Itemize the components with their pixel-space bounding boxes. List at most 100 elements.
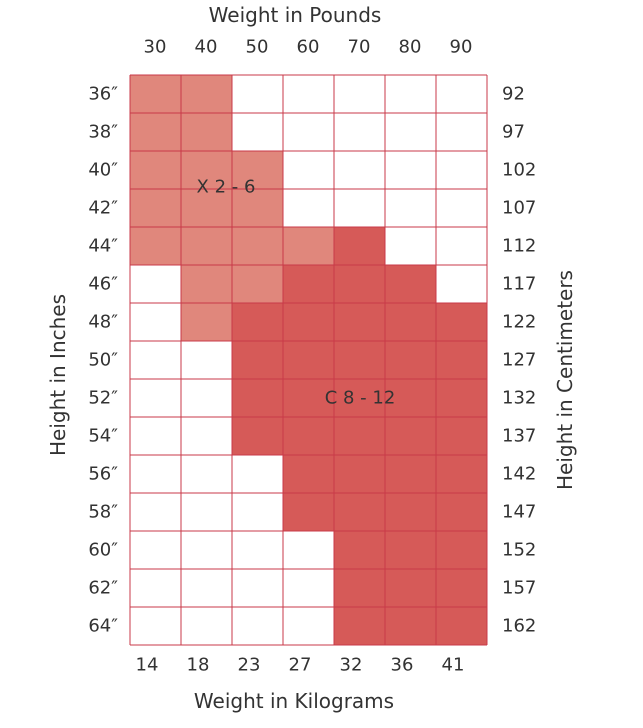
cell-c-size xyxy=(436,341,487,379)
pounds-tick-label: 50 xyxy=(246,37,269,58)
cell-c-size xyxy=(334,569,385,607)
cell-x-size xyxy=(232,265,283,303)
right-axis-title: Height in Centimeters xyxy=(553,270,577,490)
cell-c-size xyxy=(283,303,334,341)
cell-x-size xyxy=(232,151,283,189)
pounds-tick-label: 40 xyxy=(195,37,218,58)
cell-c-size xyxy=(232,379,283,417)
cell-c-size xyxy=(436,531,487,569)
inch-tick-label: 64″ xyxy=(88,616,118,637)
series-label-c: C 8 - 12 xyxy=(325,388,396,409)
cell-c-size xyxy=(334,303,385,341)
centimeter-tick-label: 132 xyxy=(502,388,536,409)
cell-c-size xyxy=(385,379,436,417)
cell-c-size xyxy=(334,417,385,455)
series-label-x: X 2 - 6 xyxy=(197,177,256,198)
inch-tick-label: 52″ xyxy=(88,388,118,409)
inch-tick-label: 46″ xyxy=(88,274,118,295)
cell-c-size xyxy=(385,607,436,645)
inch-tick-label: 60″ xyxy=(88,540,118,561)
cell-x-size xyxy=(130,151,181,189)
inch-tick-label: 50″ xyxy=(88,350,118,371)
inch-tick-label: 44″ xyxy=(88,236,118,257)
cell-c-size xyxy=(385,531,436,569)
cell-c-size xyxy=(385,493,436,531)
cell-c-size xyxy=(283,265,334,303)
centimeter-tick-label: 137 xyxy=(502,426,536,447)
cell-x-size xyxy=(130,189,181,227)
kilogram-tick-label: 32 xyxy=(340,655,363,676)
pounds-tick-label: 70 xyxy=(348,37,371,58)
kilogram-tick-label: 14 xyxy=(136,655,159,676)
centimeter-tick-label: 127 xyxy=(502,350,536,371)
pounds-tick-label: 60 xyxy=(297,37,320,58)
cell-x-size xyxy=(181,151,232,189)
cell-c-size xyxy=(334,493,385,531)
inch-tick-label: 56″ xyxy=(88,464,118,485)
inch-tick-label: 38″ xyxy=(88,122,118,143)
top-axis-title: Weight in Pounds xyxy=(209,3,382,27)
inch-tick-label: 54″ xyxy=(88,426,118,447)
centimeter-tick-label: 122 xyxy=(502,312,536,333)
cell-c-size xyxy=(334,227,385,265)
centimeter-tick-label: 97 xyxy=(502,122,525,143)
inch-tick-label: 42″ xyxy=(88,198,118,219)
cell-c-size xyxy=(385,455,436,493)
cell-c-size xyxy=(385,341,436,379)
left-axis-title: Height in Inches xyxy=(46,294,70,456)
cell-c-size xyxy=(232,341,283,379)
cell-c-size xyxy=(334,455,385,493)
centimeter-tick-label: 107 xyxy=(502,198,536,219)
cell-x-size xyxy=(181,227,232,265)
cell-x-size xyxy=(130,75,181,113)
cell-x-size xyxy=(130,113,181,151)
axis-labels: X 2 - 6 C 8 - 12 Weight in Pounds Weight in… xyxy=(46,3,577,713)
cell-x-size xyxy=(232,189,283,227)
bottom-axis-title: Weight in Kilograms xyxy=(194,689,394,713)
centimeter-tick-label: 152 xyxy=(502,540,536,561)
cell-c-size xyxy=(436,455,487,493)
inch-tick-label: 40″ xyxy=(88,160,118,181)
cell-c-size xyxy=(436,379,487,417)
cell-c-size xyxy=(385,265,436,303)
cell-c-size xyxy=(436,417,487,455)
cell-x-size xyxy=(232,227,283,265)
cell-c-size xyxy=(436,303,487,341)
cell-c-size xyxy=(334,607,385,645)
cell-c-size xyxy=(232,303,283,341)
cell-x-size xyxy=(181,265,232,303)
kilogram-tick-label: 18 xyxy=(187,655,210,676)
kilogram-tick-label: 23 xyxy=(238,655,261,676)
cell-c-size xyxy=(283,493,334,531)
cell-c-size xyxy=(436,493,487,531)
cell-c-size xyxy=(283,455,334,493)
cell-c-size xyxy=(283,379,334,417)
cell-c-size xyxy=(283,341,334,379)
cell-x-size xyxy=(181,75,232,113)
cell-c-size xyxy=(334,379,385,417)
centimeter-tick-label: 157 xyxy=(502,578,536,599)
centimeter-tick-label: 112 xyxy=(502,236,536,257)
inch-tick-label: 36″ xyxy=(88,84,118,105)
cell-c-size xyxy=(334,531,385,569)
cell-x-size xyxy=(181,189,232,227)
cell-c-size xyxy=(385,303,436,341)
cell-c-size xyxy=(232,417,283,455)
cell-c-size xyxy=(334,265,385,303)
centimeter-tick-label: 142 xyxy=(502,464,536,485)
centimeter-tick-label: 102 xyxy=(502,160,536,181)
cell-x-size xyxy=(283,227,334,265)
cell-c-size xyxy=(334,341,385,379)
centimeter-tick-label: 162 xyxy=(502,616,536,637)
centimeter-tick-label: 92 xyxy=(502,84,525,105)
kilogram-tick-label: 27 xyxy=(289,655,312,676)
cell-c-size xyxy=(385,417,436,455)
kilogram-tick-label: 36 xyxy=(391,655,414,676)
grid-lines xyxy=(129,74,488,646)
inch-tick-label: 48″ xyxy=(88,312,118,333)
cell-c-size xyxy=(283,417,334,455)
centimeter-tick-label: 147 xyxy=(502,502,536,523)
cell-c-size xyxy=(385,569,436,607)
cell-x-size xyxy=(181,113,232,151)
